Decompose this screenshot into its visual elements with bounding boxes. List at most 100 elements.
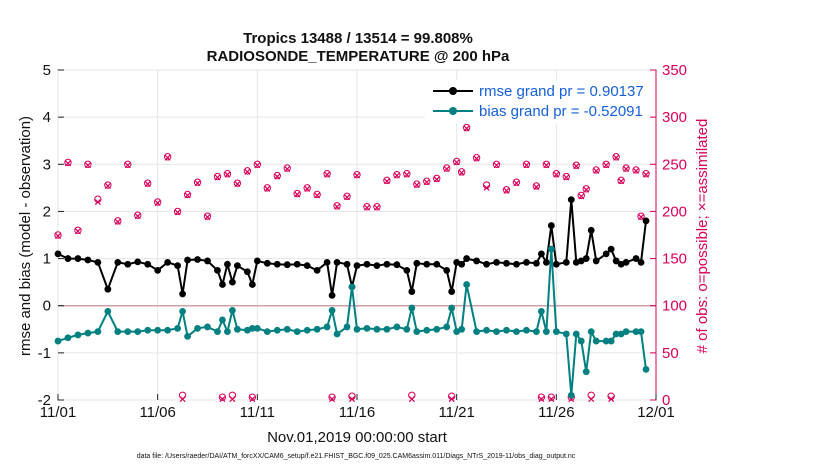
bias-point [214, 328, 221, 336]
obs-assimilated-point [523, 162, 530, 169]
obs-possible-point [153, 198, 162, 206]
obs-assimilated-stroke [124, 162, 131, 169]
rmse-point [552, 260, 560, 268]
rmse-point [493, 258, 500, 266]
obs-assimilated-point [413, 182, 420, 189]
obs-assimilated-stroke [324, 171, 331, 178]
obs-assimilated-stroke [353, 172, 361, 179]
obs-possible-point [353, 170, 361, 179]
obs-assimilated-point [383, 178, 390, 185]
bias-point [567, 391, 575, 399]
bias-point [607, 337, 615, 345]
obs-assimilated-point [483, 184, 490, 191]
obs-assimilated-stroke [548, 396, 555, 403]
rmse-point [179, 290, 186, 298]
obs-assimilated-stroke [134, 213, 141, 220]
obs-assimilated-stroke [373, 204, 380, 211]
rmse-point [642, 217, 650, 225]
obs-assimilated-stroke [643, 171, 650, 178]
obs-assimilated-point [144, 181, 151, 188]
x-tick-label: 11/06 [139, 404, 175, 421]
bias-point [303, 326, 311, 334]
obs-possible-point [462, 123, 471, 132]
obs-assimilated-point [423, 179, 430, 186]
rmse-point [503, 259, 510, 267]
y-left-tick-label: -1 [38, 345, 51, 362]
obs-assimilated-stroke [563, 174, 570, 181]
obs-assimilated-stroke [633, 167, 640, 174]
obs-assimilated-stroke [473, 155, 480, 162]
obs-assimilated-stroke [363, 204, 370, 211]
obs-assimilated-stroke [204, 214, 211, 221]
series-layer [54, 196, 650, 399]
bias-point [533, 328, 540, 336]
obs-possible-point [537, 393, 546, 401]
bias-point [513, 328, 520, 336]
obs-assimilated-point [179, 396, 186, 403]
y-left-tick-label: 1 [43, 251, 51, 268]
rmse-point [587, 226, 595, 234]
x-tick-label: 11/11 [240, 404, 275, 421]
obs-possible-point [532, 182, 541, 190]
obs-possible-point [273, 171, 281, 180]
obs-possible-point [472, 153, 481, 162]
obs-possible-point [343, 192, 351, 201]
bias-point [353, 325, 361, 333]
rmse-point [323, 258, 331, 266]
obs-assimilated-point [74, 228, 81, 235]
obs-possible-point [134, 211, 142, 219]
obs-possible-point [323, 170, 331, 178]
obs-assimilated-point [433, 176, 440, 183]
rmse-point [483, 260, 490, 268]
obs-assimilated-stroke [423, 179, 430, 186]
obs-assimilated-stroke [433, 176, 440, 183]
bias-point [194, 324, 201, 332]
obs-possible-point [443, 164, 451, 172]
obs-possible-point [552, 170, 561, 178]
y-axis-left-label: rmse and bias (model - observation) [17, 116, 34, 356]
obs-assimilated-point [249, 396, 256, 403]
obs-assimilated-stroke [463, 125, 470, 132]
obs-assimilated-point [373, 204, 380, 211]
obs-assimilated-point [408, 396, 415, 403]
rmse-point [622, 258, 630, 266]
obs-assimilated-stroke [448, 396, 455, 403]
rmse-point [637, 258, 645, 266]
bias-point [443, 323, 451, 331]
bias-point [94, 328, 102, 336]
obs-assimilated-point [448, 396, 455, 403]
obs-assimilated-point [84, 162, 91, 169]
obs-assimilated-point [543, 162, 550, 169]
rmse-point [253, 257, 261, 265]
obs-possible-point [622, 164, 630, 172]
rmse-point [144, 260, 152, 268]
obs-assimilated-stroke [244, 168, 251, 175]
obs-assimilated-stroke [154, 199, 161, 206]
obs-assimilated-stroke [84, 162, 91, 169]
obs-possible-point [253, 160, 262, 168]
obs-assimilated-stroke [573, 163, 580, 170]
rmse-point [114, 258, 122, 266]
obs-assimilated-stroke [224, 171, 231, 178]
obs-assimilated-stroke [618, 178, 625, 185]
rmse-point [353, 262, 361, 270]
obs-assimilated-stroke [254, 162, 261, 169]
x-axis-label: Nov.01,2019 00:00:00 start [267, 429, 448, 446]
obs-possible-point [632, 166, 640, 174]
y-right-tick-label: 0 [662, 392, 670, 409]
legend-rmse-marker [449, 87, 457, 95]
obs-assimilated-stroke [219, 396, 226, 403]
bias-point [179, 307, 186, 315]
obs-possible-point [582, 185, 590, 193]
obs-assimilated-stroke [348, 396, 356, 403]
bias-point [323, 323, 331, 331]
bias-point [632, 328, 640, 336]
rmse-point [333, 258, 341, 266]
bias-point [542, 328, 550, 336]
y-left-tick-label: 2 [43, 203, 51, 220]
obs-assimilated-point [154, 199, 161, 206]
obs-assimilated-point [334, 203, 341, 210]
obs-assimilated-point [274, 173, 281, 180]
rmse-point [582, 255, 590, 262]
obs-possible-point [637, 212, 645, 220]
